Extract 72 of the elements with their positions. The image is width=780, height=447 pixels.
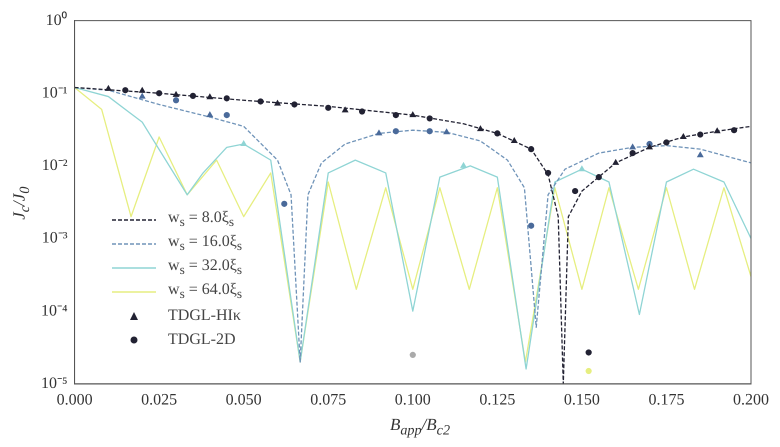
point [240, 140, 247, 146]
legend-label: w$_{s}$ = 8.0ξ$_{s}$ [166, 209, 236, 231]
point [392, 128, 399, 134]
y-tick-label: 10⁻³ [42, 230, 68, 247]
point [139, 93, 146, 99]
point [139, 87, 146, 93]
x-tick-label: 0.000 [56, 392, 93, 409]
point [224, 95, 230, 102]
x-tick-label: 0.075 [310, 392, 346, 409]
point [224, 112, 230, 118]
y-tick-label: 10⁻¹ [42, 84, 68, 102]
point [680, 133, 686, 139]
point [105, 85, 112, 91]
legend-label: w$_{s}$ = 32.0ξ$_{s}$ [166, 257, 244, 279]
point [426, 128, 433, 134]
point [544, 170, 552, 176]
point [586, 349, 592, 356]
point [477, 126, 484, 132]
point [697, 152, 704, 158]
point [156, 90, 162, 96]
point [630, 144, 636, 150]
legend-label: TDGL-HIκ [166, 307, 243, 325]
point [325, 104, 332, 111]
y-tick-label: 10⁻⁵ [41, 375, 68, 392]
x-tick-label: 0.100 [394, 392, 431, 409]
y-tick-label: 10⁻⁴ [41, 302, 68, 320]
point [274, 100, 281, 106]
x-tick-label: 0.050 [226, 392, 262, 409]
point [494, 130, 500, 136]
x-axis-title: B$_{app}$/B$_{c2}$ [388, 414, 452, 439]
point [697, 131, 704, 138]
point [596, 174, 602, 180]
point [172, 91, 180, 97]
point [122, 87, 128, 94]
y-tick-label: 10⁰ [46, 10, 68, 29]
point [646, 144, 653, 150]
x-tick-label: 0.125 [479, 392, 516, 409]
point [190, 92, 196, 99]
point [586, 368, 592, 374]
point [630, 150, 636, 156]
point [358, 108, 366, 115]
point [511, 138, 518, 144]
point [612, 159, 619, 165]
x-tick-label: 0.150 [564, 392, 600, 409]
point [663, 139, 670, 146]
point [281, 200, 288, 207]
x-tick-label: 0.200 [733, 392, 769, 409]
point [714, 128, 720, 134]
point [572, 188, 578, 194]
point [206, 94, 213, 100]
legend-label: TDGL-2D [166, 331, 238, 349]
point [426, 115, 433, 122]
x-tick-label: 0.175 [648, 392, 684, 409]
point [410, 352, 416, 358]
legend-label: w$_{s}$ = 16.0ξ$_{s}$ [166, 233, 244, 255]
point [206, 112, 213, 118]
point [578, 166, 585, 172]
legend-label: w$_{s}$ = 64.0ξ$_{s}$ [166, 281, 244, 303]
point [291, 101, 298, 108]
point [257, 98, 264, 105]
point [172, 97, 180, 104]
point [730, 127, 738, 134]
point [392, 112, 399, 118]
point [342, 106, 348, 112]
point [460, 162, 467, 168]
point [410, 112, 416, 118]
point [528, 222, 534, 229]
x-tick-label: 0.025 [141, 392, 178, 409]
point [444, 128, 450, 134]
point [528, 146, 534, 152]
y-tick-label: 10⁻² [42, 157, 68, 174]
point [376, 130, 382, 136]
